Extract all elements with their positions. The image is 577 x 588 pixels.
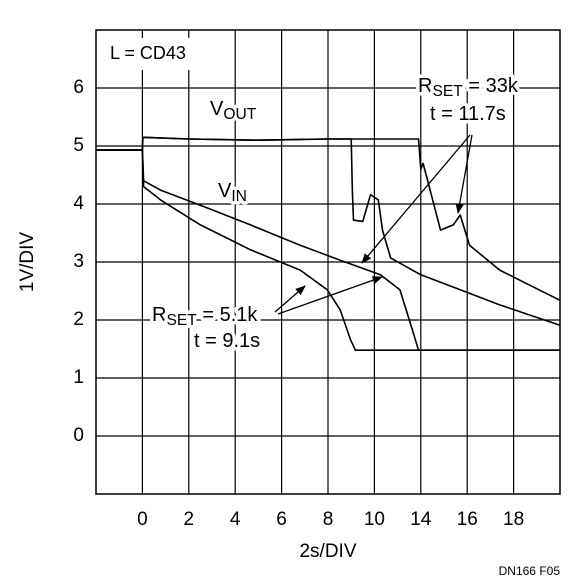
annotation: RSET = 33k: [418, 75, 519, 100]
y-tick-label: 1: [73, 367, 84, 388]
arrow: [274, 285, 306, 313]
annotation-text: L = CD43: [110, 43, 186, 63]
x-tick-label: 8: [323, 509, 334, 530]
annotation-suffix: = 5.1k: [197, 304, 259, 326]
x-tick-label: 10: [364, 509, 385, 530]
annotation: L = CD43: [110, 43, 186, 63]
y-tick-label: 5: [73, 135, 84, 156]
y-tick-label: 6: [73, 77, 84, 98]
annotation-text: t = 11.7s: [430, 103, 506, 125]
label-box: [102, 38, 194, 70]
annotation: VIN: [218, 180, 247, 205]
annotation-subscript: SET: [432, 83, 463, 100]
x-tick-label: 16: [457, 509, 478, 530]
annotation-text: V: [218, 180, 232, 202]
grid: [96, 30, 560, 494]
annotation-text: V: [210, 98, 224, 120]
x-tick-label: 4: [230, 509, 241, 530]
arrow: [277, 276, 383, 315]
x-tick-label: 6: [276, 509, 287, 530]
x-axis-title: 2s/DIV: [299, 541, 356, 562]
annotation: t = 11.7s: [430, 103, 506, 125]
annotation-text: DN166 F05: [499, 564, 561, 578]
y-tick-label: 0: [73, 425, 84, 446]
annotation-text: t = 9.1s: [194, 330, 260, 352]
y-tick-label: 2: [73, 309, 84, 330]
annotation: RSET = 5.1k: [152, 304, 258, 329]
annotation-subscript: SET: [166, 312, 197, 329]
y-tick-label: 3: [73, 251, 84, 272]
annotation: VOUT: [210, 98, 257, 123]
x-tick-label: 18: [503, 509, 524, 530]
trace: [96, 149, 560, 351]
y-tick-label: 4: [73, 193, 84, 214]
annotation-text: R: [152, 304, 166, 326]
arrow: [361, 134, 471, 264]
annotation: DN166 F05: [499, 564, 561, 578]
annotation: t = 9.1s: [194, 330, 260, 352]
annotation-subscript: IN: [231, 188, 247, 205]
arrow: [455, 134, 473, 215]
annotation-suffix: = 33k: [463, 75, 519, 97]
x-tick-label: 0: [137, 509, 148, 530]
annotation-text: R: [418, 75, 432, 97]
annotation-subscript: OUT: [223, 106, 256, 123]
arrows: [274, 134, 473, 315]
traces: [96, 136, 561, 351]
x-tick-label: 14: [410, 509, 432, 530]
trace: [96, 136, 561, 326]
trace: [96, 149, 560, 351]
y-axis-title: 1V/DIV: [17, 232, 38, 293]
x-tick-label: 2: [184, 509, 195, 530]
